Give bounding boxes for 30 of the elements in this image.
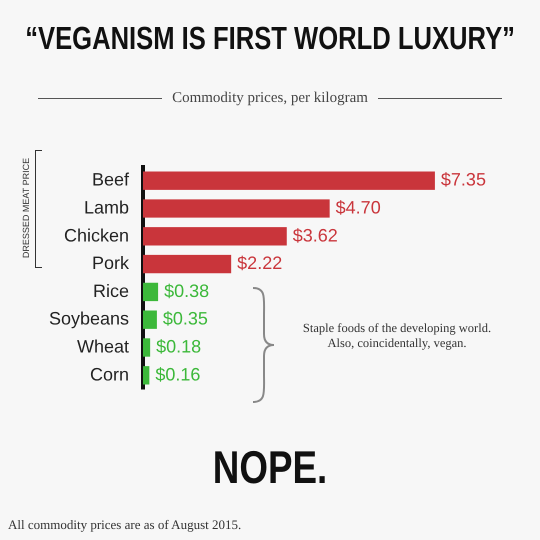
chart-subtitle: Commodity prices, per kilogram [171,90,369,107]
y-tick-label: Beef [92,170,130,190]
bar [143,282,158,302]
bar [143,227,287,246]
bar [143,338,150,357]
y-tick-label: Rice [92,280,129,301]
data-label: $2.22 [237,253,282,274]
bar [143,172,435,190]
y-tick-label: Wheat [76,336,129,356]
bar [143,310,157,329]
text: DRESSED MEAT PRICE [21,158,31,258]
y-tick-label: Lamb [84,197,129,218]
data-label: $4.70 [336,197,381,218]
text: All commodity prices are as of August 2015. [8,517,242,533]
data-label: $0.35 [162,308,208,329]
data-label: $0.16 [155,364,200,384]
y-tick-label: Corn [90,364,129,384]
y-tick-label: Chicken [64,225,129,246]
bar [143,199,330,218]
y-tick-label: Soybeans [48,308,129,329]
annotation: Staple foods of the developing world. Also, coincidentally, vegan. [302,321,492,351]
data-label: $0.38 [164,280,210,301]
data-label: $3.62 [292,225,338,246]
y-tick-label: Pork [92,253,130,274]
data-label: $0.18 [156,336,202,356]
bar [143,254,232,274]
bar [143,366,150,384]
data-label: $7.35 [440,170,486,190]
chart-title: “VEGANISM IS FIRST WORLD LUXURY” [25,20,515,57]
text: NOPE. [212,440,328,494]
